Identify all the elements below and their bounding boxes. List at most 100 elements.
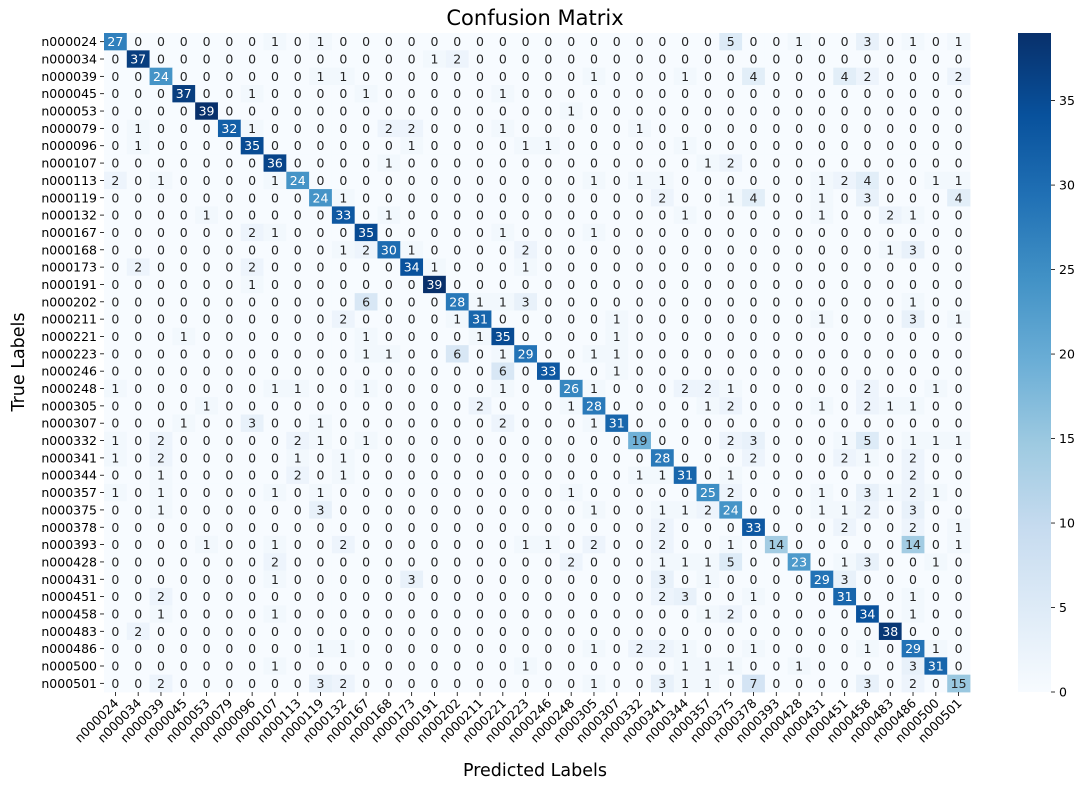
cell-value-label: 0 bbox=[134, 658, 142, 673]
cell-value-label: 0 bbox=[704, 260, 712, 275]
cell-value-label: 1 bbox=[909, 398, 917, 413]
cell-value-label: 0 bbox=[750, 277, 758, 292]
cell-value-label: 0 bbox=[932, 190, 940, 205]
cell-value-label: 0 bbox=[271, 502, 279, 517]
heatmap-cell bbox=[491, 466, 515, 485]
cell-value-label: 4 bbox=[863, 173, 871, 188]
heatmap-cell bbox=[354, 397, 378, 415]
heatmap-cell bbox=[628, 639, 652, 658]
cell-value-label: 0 bbox=[886, 86, 894, 101]
cell-value-label: 0 bbox=[863, 156, 871, 171]
heatmap-cell bbox=[878, 397, 903, 415]
cell-value-label: 0 bbox=[339, 156, 347, 171]
heatmap-cell bbox=[104, 137, 128, 155]
heatmap-cell bbox=[673, 258, 697, 277]
cell-value-label: 0 bbox=[750, 346, 758, 361]
cell-value-label: 1 bbox=[248, 121, 256, 136]
cell-value-label: 0 bbox=[317, 294, 325, 309]
cell-value-label: 0 bbox=[430, 346, 438, 361]
cell-value-label: 0 bbox=[795, 485, 803, 500]
cell-value-label: 0 bbox=[636, 277, 644, 292]
heatmap-cell bbox=[856, 345, 880, 363]
heatmap-cell bbox=[719, 431, 743, 450]
heatmap-cell bbox=[856, 310, 880, 329]
cell-value-label: 0 bbox=[225, 398, 233, 413]
cell-value-label: 0 bbox=[225, 381, 233, 396]
heatmap-cell bbox=[605, 102, 629, 121]
heatmap-cell bbox=[195, 397, 219, 415]
cell-value-label: 0 bbox=[909, 416, 917, 431]
heatmap-cell bbox=[559, 639, 583, 658]
cell-value-label: 0 bbox=[157, 312, 165, 327]
heatmap-cell bbox=[445, 466, 470, 485]
cell-value-label: 0 bbox=[544, 624, 552, 639]
heatmap-cell bbox=[924, 379, 948, 398]
cell-value-label: 2 bbox=[134, 624, 142, 639]
cell-value-label: 0 bbox=[658, 242, 666, 257]
cell-value-label: 0 bbox=[567, 86, 575, 101]
cell-value-label: 0 bbox=[727, 260, 735, 275]
cell-value-label: 0 bbox=[339, 294, 347, 309]
heatmap-cell bbox=[377, 587, 401, 606]
heatmap-cell bbox=[240, 345, 264, 363]
cell-value-label: 0 bbox=[567, 277, 575, 292]
cell-value-label: 0 bbox=[408, 208, 416, 223]
cell-value-label: 0 bbox=[248, 52, 256, 67]
cell-value-label: 0 bbox=[544, 173, 552, 188]
heatmap-cell bbox=[286, 223, 310, 242]
heatmap-cell bbox=[742, 67, 766, 86]
cell-value-label: 0 bbox=[795, 260, 803, 275]
heatmap-cell bbox=[628, 223, 652, 242]
heatmap-cell bbox=[924, 67, 948, 86]
cell-value-label: 0 bbox=[317, 658, 325, 673]
cell-value-label: 0 bbox=[225, 312, 233, 327]
heatmap-cell bbox=[582, 431, 606, 450]
heatmap-cell bbox=[764, 119, 789, 138]
cell-value-label: 1 bbox=[932, 554, 940, 569]
heatmap-cell bbox=[810, 501, 834, 519]
heatmap-cell bbox=[764, 293, 789, 311]
heatmap-cell bbox=[400, 189, 424, 207]
heatmap-cell bbox=[742, 293, 766, 311]
heatmap-cell bbox=[263, 431, 287, 450]
heatmap-cell bbox=[172, 379, 196, 398]
heatmap-cell bbox=[400, 154, 424, 173]
cell-value-label: 0 bbox=[522, 398, 530, 413]
cell-value-label: 0 bbox=[704, 69, 712, 84]
cell-value-label: 0 bbox=[886, 658, 894, 673]
heatmap-cell bbox=[696, 345, 720, 363]
heatmap-cell bbox=[354, 535, 378, 554]
cell-value-label: 0 bbox=[430, 589, 438, 604]
y-tick-label: n000132 bbox=[41, 208, 97, 223]
heatmap-cell bbox=[491, 241, 515, 259]
heatmap-cell bbox=[810, 535, 834, 554]
heatmap-cell bbox=[696, 119, 720, 138]
cell-value-label: 29 bbox=[518, 346, 534, 361]
cell-value-label: 2 bbox=[955, 69, 963, 84]
cell-value-label: 0 bbox=[636, 104, 644, 119]
heatmap-cell bbox=[309, 33, 333, 51]
cell-value-label: 0 bbox=[453, 554, 461, 569]
cell-value-label: 0 bbox=[203, 346, 211, 361]
cell-value-label: 1 bbox=[932, 485, 940, 500]
cell-value-label: 0 bbox=[727, 520, 735, 535]
heatmap-cell bbox=[582, 137, 606, 155]
cell-value-label: 0 bbox=[795, 641, 803, 656]
heatmap-cell bbox=[240, 327, 264, 346]
cell-value-label: 1 bbox=[590, 416, 598, 431]
heatmap-cell bbox=[673, 570, 697, 589]
cell-value-label: 0 bbox=[613, 208, 621, 223]
cell-value-label: 0 bbox=[248, 104, 256, 119]
heatmap-cell bbox=[400, 466, 424, 485]
cell-value-label: 0 bbox=[613, 86, 621, 101]
chart-title: Confusion Matrix bbox=[446, 6, 623, 30]
heatmap-cell bbox=[628, 570, 652, 589]
heatmap-cell bbox=[514, 275, 538, 294]
heatmap-cell bbox=[628, 587, 652, 606]
cell-value-label: 0 bbox=[476, 173, 484, 188]
cell-value-label: 1 bbox=[134, 121, 142, 136]
heatmap-cell bbox=[650, 206, 675, 225]
cell-value-label: 0 bbox=[544, 468, 552, 483]
cell-value-label: 0 bbox=[225, 225, 233, 240]
cell-value-label: 0 bbox=[317, 329, 325, 344]
